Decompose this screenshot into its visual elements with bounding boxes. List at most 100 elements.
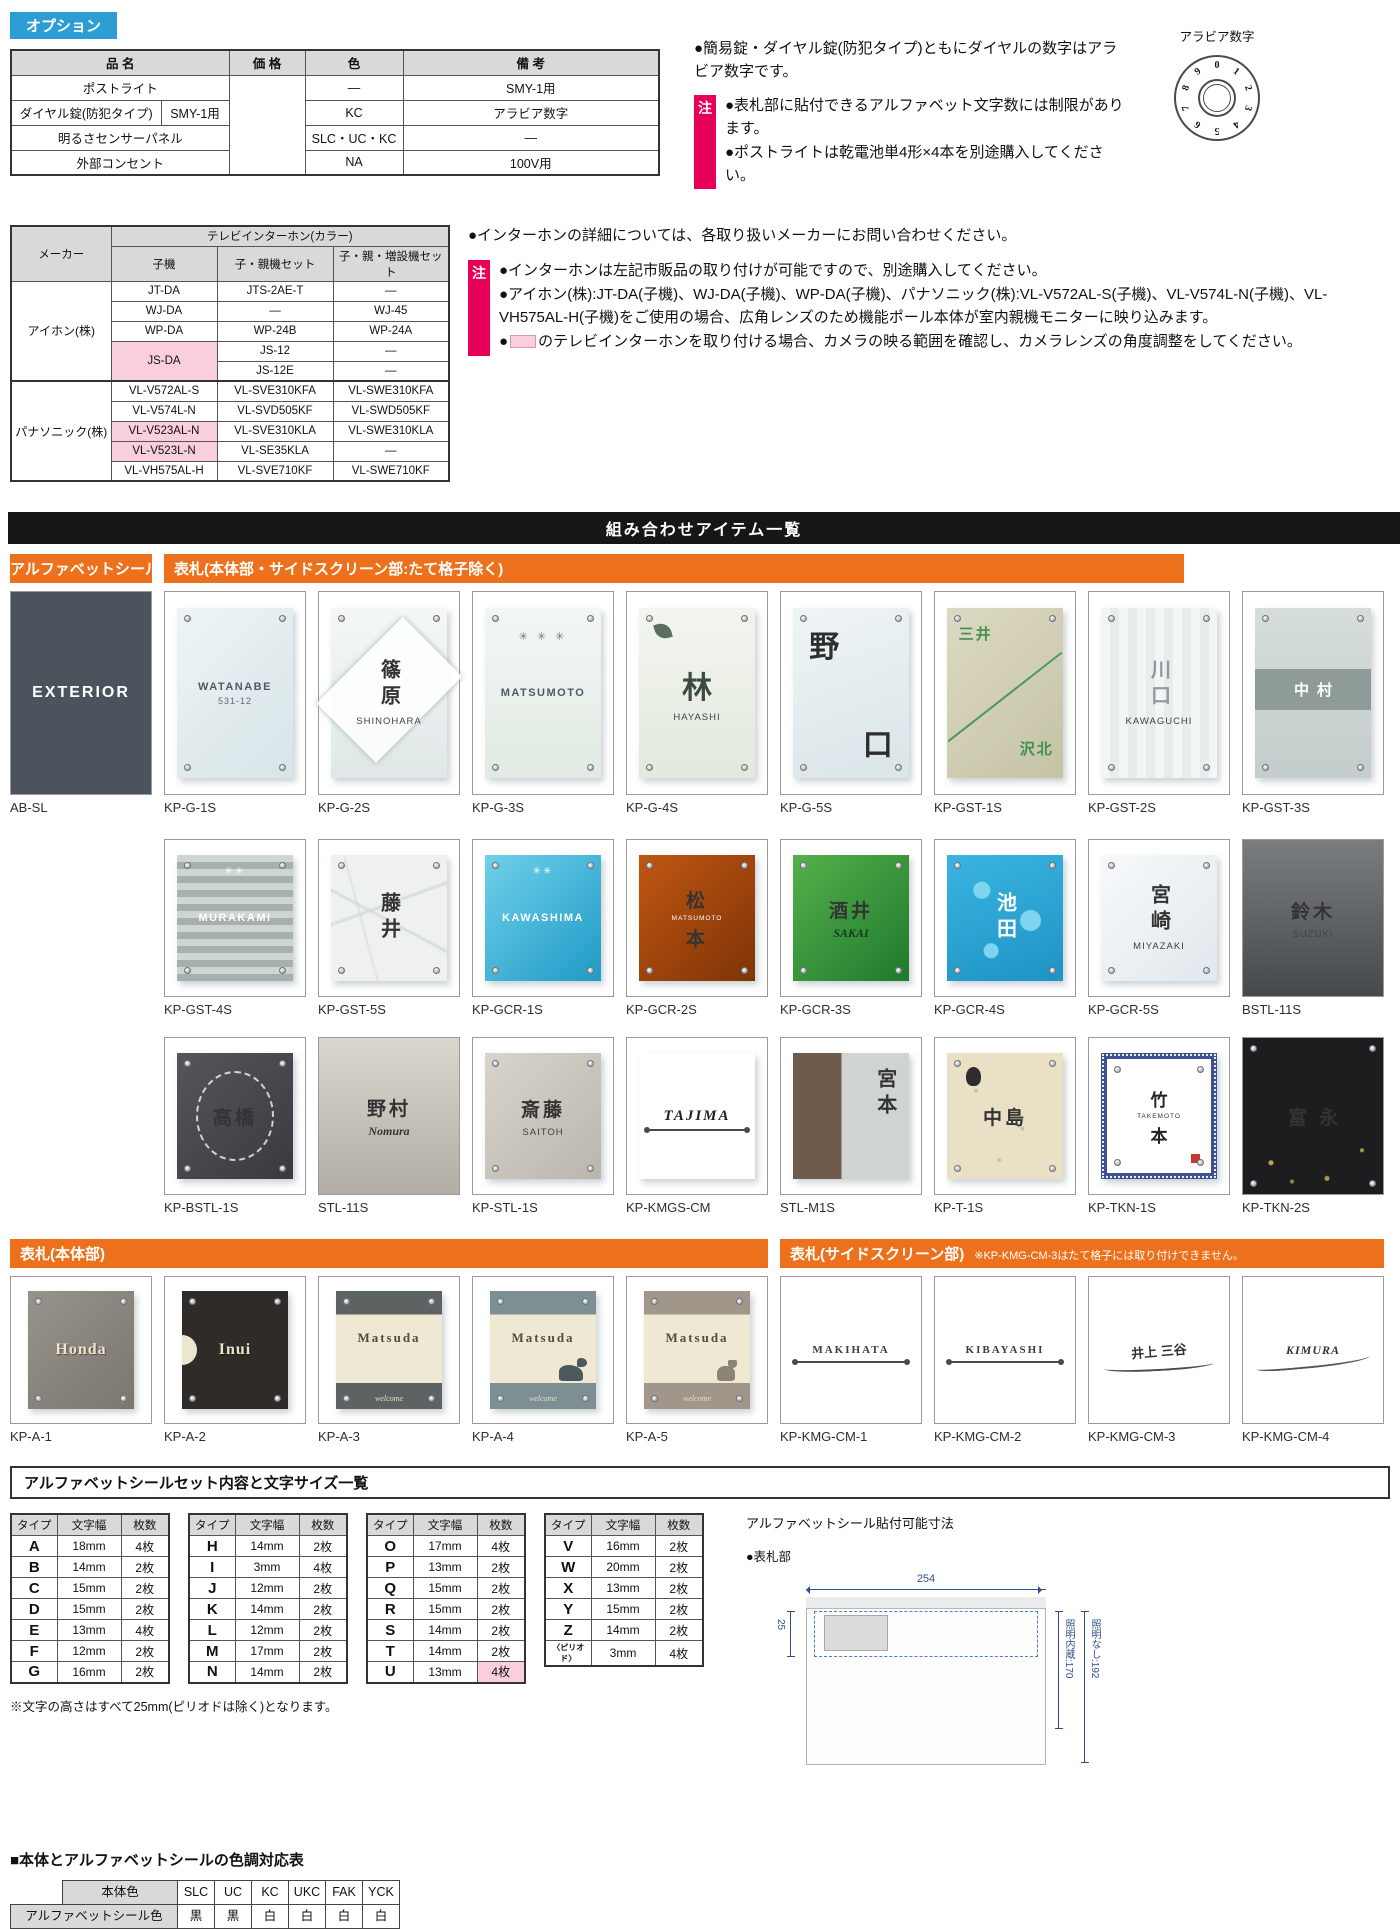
table-row: ダイヤル錠(防犯タイプ) SMY-1用 KC アラビア数字 [10, 99, 660, 126]
nameplate-sample: ✳ ✳ ✳ MATSUMOTO [485, 608, 601, 778]
nameplate-text: 宮本 [873, 1068, 896, 1121]
product-tile: Inui KP-A-2 [164, 1276, 306, 1444]
fitting-title: アルファベットシール貼付可能寸法 [746, 1516, 954, 1531]
mounting-pin [895, 862, 902, 869]
nameplate-card: 宮崎 MIYAZAKI [1088, 839, 1230, 997]
mounting-pin [646, 764, 653, 771]
nameplate-sample: 鈴木 SUZUKI [1243, 840, 1383, 996]
table-header-row: タイプ 文字幅 枚数 [544, 1513, 704, 1536]
mounting-pin [587, 615, 594, 622]
nameplate-text-group: 斎藤 SAITOH [485, 1053, 601, 1179]
product-code: KP-T-1S [934, 1200, 984, 1215]
product-code: AB-SL [10, 800, 48, 815]
note-list: ●表札部に貼付できるアルファベット文字数には制限があります。 ●ポストライトは乾電… [725, 95, 1128, 189]
letter-type-cell: G [10, 1661, 58, 1683]
nameplate-text-group: 川口 KAWAGUCHI [1101, 608, 1217, 778]
model-cell: VL-V574L-N [110, 400, 218, 422]
nameplate-text: MAKIHATA [812, 1344, 890, 1356]
nameplate-sample: KIBAYASHI [940, 1296, 1070, 1404]
dial-digit: 8 [1180, 83, 1193, 93]
dial-digit: 3 [1241, 103, 1254, 113]
nameplate-grid-row2: ✳✳ MURAKAMI KP-GST-4S 藤井 KP-GST-5S ✳✳ KAWASHIM… [10, 839, 1390, 1017]
column-header: テレビインターホン(カラー) [110, 225, 450, 247]
product-code: KP-KMGS-CM [626, 1200, 711, 1215]
options-section-tag: オプション [10, 12, 118, 39]
nameplate-sample: EXTERIOR [11, 592, 151, 794]
size-value-cell: 4枚 [476, 1535, 526, 1557]
nameplate-side-tag: 表札(サイドスクリーン部) ※KP-KMG-CM-3はたて格子には取り付けできませ… [780, 1239, 1384, 1268]
mounting-pin [279, 1165, 286, 1172]
table-row: F 12mm 2枚 [10, 1640, 170, 1662]
mounting-pin [1108, 764, 1115, 771]
catalog-page: { "options": { "tag": "オプション", "table": … [0, 12, 1400, 1929]
mounting-pin [1108, 615, 1115, 622]
table-row: W 20mm 2枚 [544, 1556, 704, 1578]
stars-motif-icon: ✳✳ [224, 866, 246, 878]
spacer [10, 1880, 62, 1905]
note-list: ●インターホンは左記市販品の取り付けが可能ですので、別途購入してください。 ●アイ… [499, 260, 1390, 356]
model-cell: VL-SWE310KLA [332, 420, 450, 442]
nameplate-text: 松 [685, 890, 708, 912]
table-row: P 13mm 2枚 [366, 1556, 526, 1578]
mounting-pin [954, 1165, 961, 1172]
column-header: 枚数 [120, 1513, 170, 1536]
table-row: WJ-DA ― WJ-45 [11, 300, 450, 322]
column-header: 色 [304, 49, 404, 76]
mounting-pin [492, 862, 499, 869]
product-tile: 竹 TAKEMOTO 本 KP-TKN-1S [1088, 1037, 1230, 1215]
product-tile: 池田 KP-GCR-4S [934, 839, 1076, 1017]
table-row: ポストライト ― SMY-1用 [10, 74, 660, 176]
column-header: 枚数 [298, 1513, 348, 1536]
nameplate-text-group: TAJIMA [639, 1053, 755, 1179]
nameplate-text-group: WATANABE 531-12 [177, 608, 293, 778]
nameplate-card: 中村 [1242, 591, 1384, 795]
column-header: タイプ [10, 1513, 58, 1536]
nameplate-card: 野口 [780, 591, 922, 795]
without-light-dimension-line: 照明なし:192 [1081, 1611, 1100, 1763]
nameplate-text-group: 野口 [793, 608, 909, 778]
nameplate-sample: 三井 沢北 [947, 608, 1063, 778]
product-tile: 高橋 KP-BSTL-1S [164, 1037, 306, 1215]
nameplate-sample: Matsuda welcome [644, 1291, 750, 1409]
product-tile: 宮崎 MIYAZAKI KP-GCR-5S [1088, 839, 1230, 1017]
nameplate-text-group: 酒井 SAKAI [793, 855, 909, 981]
model-cell: パナソニック(株) [10, 380, 112, 482]
nameplate-sample: 藤井 [331, 855, 447, 981]
table-cell: 外部コンセント [10, 149, 230, 176]
table-row: B 14mm 2枚 [10, 1556, 170, 1578]
product-code: STL-11S [318, 1200, 369, 1215]
nameplate-sample: 高橋 [177, 1053, 293, 1179]
mounting-pin [895, 764, 902, 771]
nameplate-text: WATANABE [198, 680, 272, 693]
options-notes-block: ●簡易錠・ダイヤル錠(防犯タイプ)ともにダイヤルの数字はアラビア数字です。 注 … [678, 12, 1128, 189]
nameplate-sample: 富永 [1243, 1038, 1383, 1194]
model-cell: VL-SVE710KF [216, 460, 334, 482]
note-text: ●インターホンの詳細については、各取り扱いメーカーにお問い合わせください。 [468, 227, 1017, 244]
size-value-cell: 15mm [56, 1598, 122, 1620]
lamp-area [824, 1615, 888, 1651]
nameplate-text: welcome [529, 1394, 557, 1404]
product-tile: WATANABE 531-12 KP-G-1S [164, 591, 306, 815]
mounting-pin [1369, 1045, 1376, 1052]
size-value-cell: 2枚 [476, 1577, 526, 1599]
nameplate-text: Matsuda [357, 1329, 421, 1345]
dial-digit: 9 [1192, 65, 1204, 78]
column-header: タイプ [544, 1513, 592, 1536]
nameplate-card: TAJIMA [626, 1037, 768, 1195]
mounting-pin [651, 1298, 658, 1305]
nameplate-card: 川口 KAWAGUCHI [1088, 591, 1230, 795]
nameplate-text: 鈴木 [1290, 901, 1335, 923]
mounting-pin [582, 1298, 589, 1305]
table-row: パナソニック(株) VL-V572AL-S VL-SVE310KFA VL-SWE31… [10, 380, 450, 482]
iron-bar [643, 1126, 751, 1133]
body-color-cell: FAK [325, 1880, 363, 1905]
nameplate-card: 高橋 [164, 1037, 306, 1195]
size-value-cell: 18mm [56, 1535, 122, 1557]
product-tile: EXTERIOR AB-SL [10, 591, 152, 815]
seal-color-cell: 黒 [177, 1904, 215, 1929]
note-text: ●表札部に貼付できるアルファベット文字数には制限があります。 [725, 97, 1124, 137]
mounting-pin [428, 1298, 435, 1305]
mounting-pin [1357, 764, 1364, 771]
body-color-cell: KC [251, 1880, 289, 1905]
mounting-pin [279, 764, 286, 771]
